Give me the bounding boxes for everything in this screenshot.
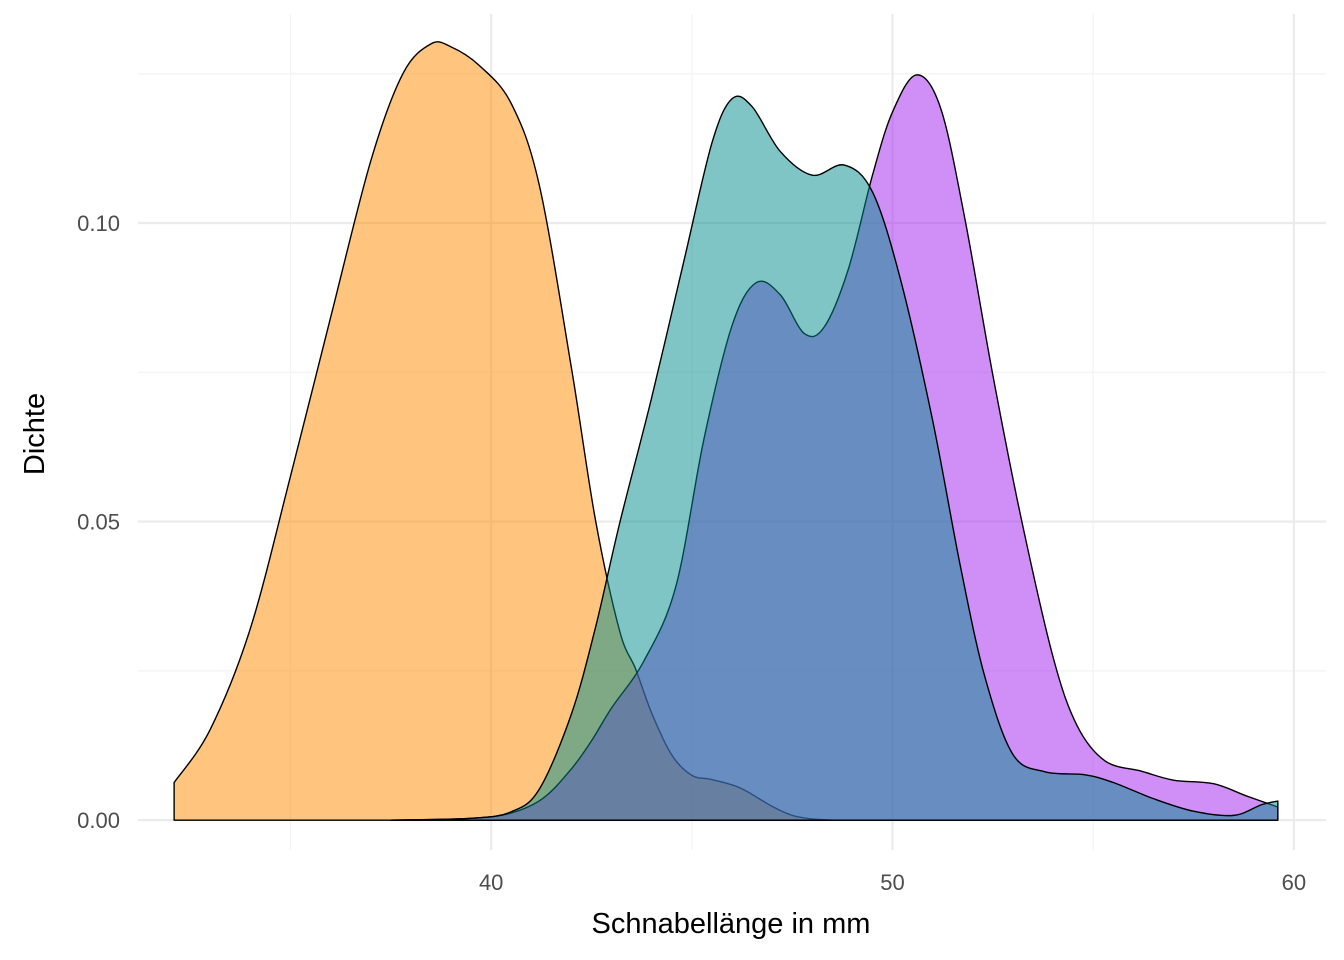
tick-label-layer: 40 50 60 0.00 0.05 0.10 — [77, 211, 1306, 895]
y-tick-label-1: 0.05 — [77, 510, 120, 535]
y-tick-label-2: 0.10 — [77, 211, 120, 236]
density-area-2 — [390, 95, 1279, 821]
x-tick-label-0: 40 — [479, 870, 503, 895]
x-tick-label-2: 60 — [1282, 870, 1306, 895]
x-tick-label-1: 50 — [880, 870, 904, 895]
series-layer — [173, 41, 1279, 821]
x-axis-title: Schnabellänge in mm — [592, 908, 871, 940]
y-axis-title: Dichte — [19, 393, 51, 475]
y-tick-label-0: 0.00 — [77, 808, 120, 833]
